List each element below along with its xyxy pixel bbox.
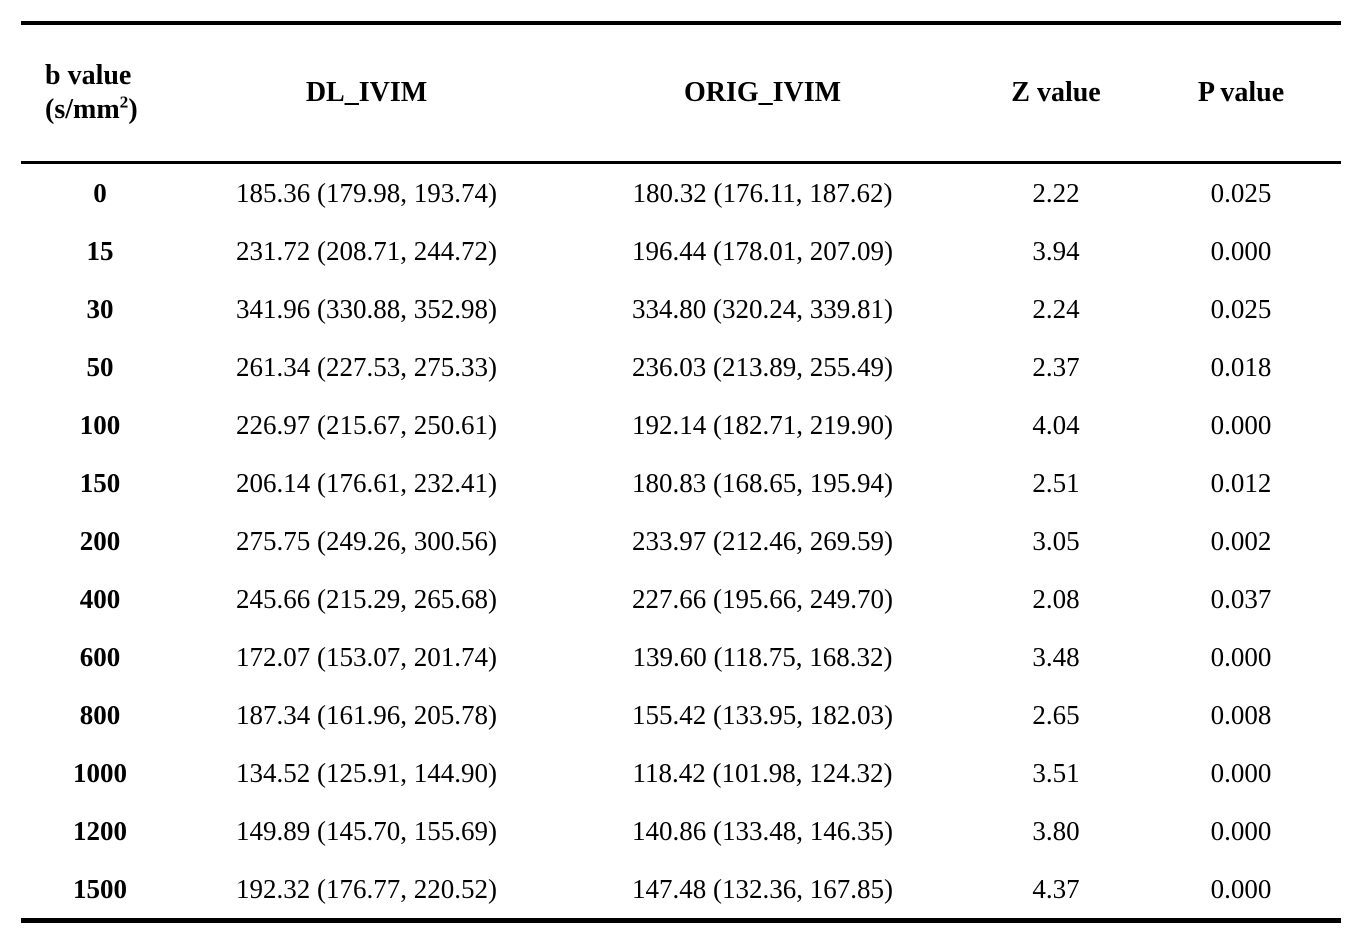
table-row: 100 226.97 (215.67, 250.61) 192.14 (182.…: [21, 396, 1341, 454]
cell-b-value: 30: [86, 293, 114, 324]
cell-p-value: 0.025: [1210, 177, 1272, 208]
cell-p-value: 0.018: [1210, 351, 1272, 382]
b-value-label-line1: b value: [45, 60, 132, 91]
cell-dl-ivim: 149.89 (145.70, 155.69): [236, 815, 497, 846]
column-header-dl-ivim: DL_IVIM: [179, 23, 554, 164]
column-header-orig-ivim: ORIG_IVIM: [554, 23, 971, 164]
cell-p-value: 0.000: [1210, 641, 1272, 672]
cell-z-value: 2.22: [1032, 177, 1080, 208]
cell-orig-ivim: 180.83 (168.65, 195.94): [632, 467, 893, 498]
cell-z-value: 4.04: [1032, 409, 1080, 440]
cell-b-value: 1500: [73, 873, 127, 904]
cell-z-value: 4.37: [1032, 873, 1080, 904]
cell-orig-ivim: 118.42 (101.98, 124.32): [632, 757, 893, 788]
table-row: 50 261.34 (227.53, 275.33) 236.03 (213.8…: [21, 338, 1341, 396]
cell-b-value: 150: [79, 467, 121, 498]
column-header-z-value: Z value: [971, 23, 1141, 164]
cell-b-value: 200: [79, 525, 121, 556]
cell-orig-ivim: 236.03 (213.89, 255.49): [632, 351, 893, 382]
table-body: 0 185.36 (179.98, 193.74) 180.32 (176.11…: [21, 163, 1341, 921]
cell-dl-ivim: 226.97 (215.67, 250.61): [236, 409, 497, 440]
cell-p-value: 0.000: [1210, 235, 1272, 266]
cell-orig-ivim: 155.42 (133.95, 182.03): [632, 699, 893, 730]
cell-orig-ivim: 192.14 (182.71, 219.90): [632, 409, 893, 440]
cell-orig-ivim: 139.60 (118.75, 168.32): [632, 641, 893, 672]
cell-z-value: 2.08: [1032, 583, 1080, 614]
table-row: 400 245.66 (215.29, 265.68) 227.66 (195.…: [21, 570, 1341, 628]
cell-b-value: 15: [86, 235, 114, 266]
cell-dl-ivim: 192.32 (176.77, 220.52): [236, 873, 497, 904]
cell-b-value: 600: [79, 641, 121, 672]
cell-orig-ivim: 140.86 (133.48, 146.35): [632, 815, 893, 846]
cell-p-value: 0.025: [1210, 293, 1272, 324]
cell-b-value: 1200: [73, 815, 127, 846]
cell-dl-ivim: 231.72 (208.71, 244.72): [236, 235, 497, 266]
cell-dl-ivim: 245.66 (215.29, 265.68): [236, 583, 497, 614]
cell-dl-ivim: 185.36 (179.98, 193.74): [236, 177, 497, 208]
cell-z-value: 3.48: [1032, 641, 1080, 672]
cell-orig-ivim: 180.32 (176.11, 187.62): [632, 177, 893, 208]
table-row: 30 341.96 (330.88, 352.98) 334.80 (320.2…: [21, 280, 1341, 338]
ivim-comparison-table: b value (s/mm2) DL_IVIM ORIG_IVIM Z valu…: [21, 21, 1341, 923]
table-row: 1200 149.89 (145.70, 155.69) 140.86 (133…: [21, 802, 1341, 860]
table-row: 800 187.34 (161.96, 205.78) 155.42 (133.…: [21, 686, 1341, 744]
cell-dl-ivim: 134.52 (125.91, 144.90): [236, 757, 497, 788]
cell-b-value: 100: [79, 409, 121, 440]
cell-z-value: 2.37: [1032, 351, 1080, 382]
header-row: b value (s/mm2) DL_IVIM ORIG_IVIM Z valu…: [21, 23, 1341, 164]
table-row: 15 231.72 (208.71, 244.72) 196.44 (178.0…: [21, 222, 1341, 280]
cell-b-value: 50: [86, 351, 114, 382]
cell-dl-ivim: 261.34 (227.53, 275.33): [236, 351, 497, 382]
cell-p-value: 0.002: [1210, 525, 1272, 556]
cell-z-value: 3.94: [1032, 235, 1080, 266]
cell-b-value: 400: [79, 583, 121, 614]
cell-orig-ivim: 227.66 (195.66, 249.70): [632, 583, 893, 614]
b-value-unit-superscript: 2: [119, 92, 129, 112]
b-value-unit-pre: (s/mm: [45, 94, 120, 125]
cell-z-value: 3.80: [1032, 815, 1080, 846]
cell-z-value: 2.51: [1032, 467, 1080, 498]
cell-b-value: 0: [93, 177, 107, 208]
table-row: 150 206.14 (176.61, 232.41) 180.83 (168.…: [21, 454, 1341, 512]
cell-p-value: 0.012: [1210, 467, 1272, 498]
cell-z-value: 2.65: [1032, 699, 1080, 730]
table-row: 200 275.75 (249.26, 300.56) 233.97 (212.…: [21, 512, 1341, 570]
cell-b-value: 800: [79, 699, 121, 730]
cell-orig-ivim: 334.80 (320.24, 339.81): [632, 293, 893, 324]
b-value-unit-post: ): [128, 94, 138, 125]
cell-b-value: 1000: [73, 757, 127, 788]
cell-p-value: 0.008: [1210, 699, 1272, 730]
cell-dl-ivim: 341.96 (330.88, 352.98): [236, 293, 497, 324]
cell-p-value: 0.000: [1210, 873, 1272, 904]
table-row: 0 185.36 (179.98, 193.74) 180.32 (176.11…: [21, 163, 1341, 223]
cell-orig-ivim: 147.48 (132.36, 167.85): [632, 873, 893, 904]
cell-orig-ivim: 233.97 (212.46, 269.59): [632, 525, 893, 556]
cell-p-value: 0.037: [1210, 583, 1272, 614]
column-header-b-value: b value (s/mm2): [21, 23, 179, 164]
cell-p-value: 0.000: [1210, 409, 1272, 440]
cell-dl-ivim: 187.34 (161.96, 205.78): [236, 699, 497, 730]
cell-dl-ivim: 206.14 (176.61, 232.41): [236, 467, 497, 498]
cell-p-value: 0.000: [1210, 815, 1272, 846]
cell-z-value: 2.24: [1032, 293, 1080, 324]
cell-z-value: 3.51: [1032, 757, 1080, 788]
table-row: 1000 134.52 (125.91, 144.90) 118.42 (101…: [21, 744, 1341, 802]
column-header-p-value: P value: [1141, 23, 1341, 164]
cell-dl-ivim: 172.07 (153.07, 201.74): [236, 641, 497, 672]
cell-orig-ivim: 196.44 (178.01, 207.09): [632, 235, 893, 266]
cell-z-value: 3.05: [1032, 525, 1080, 556]
table-row: 1500 192.32 (176.77, 220.52) 147.48 (132…: [21, 860, 1341, 921]
cell-dl-ivim: 275.75 (249.26, 300.56): [236, 525, 497, 556]
table-header: b value (s/mm2) DL_IVIM ORIG_IVIM Z valu…: [21, 23, 1341, 164]
cell-p-value: 0.000: [1210, 757, 1272, 788]
table-row: 600 172.07 (153.07, 201.74) 139.60 (118.…: [21, 628, 1341, 686]
